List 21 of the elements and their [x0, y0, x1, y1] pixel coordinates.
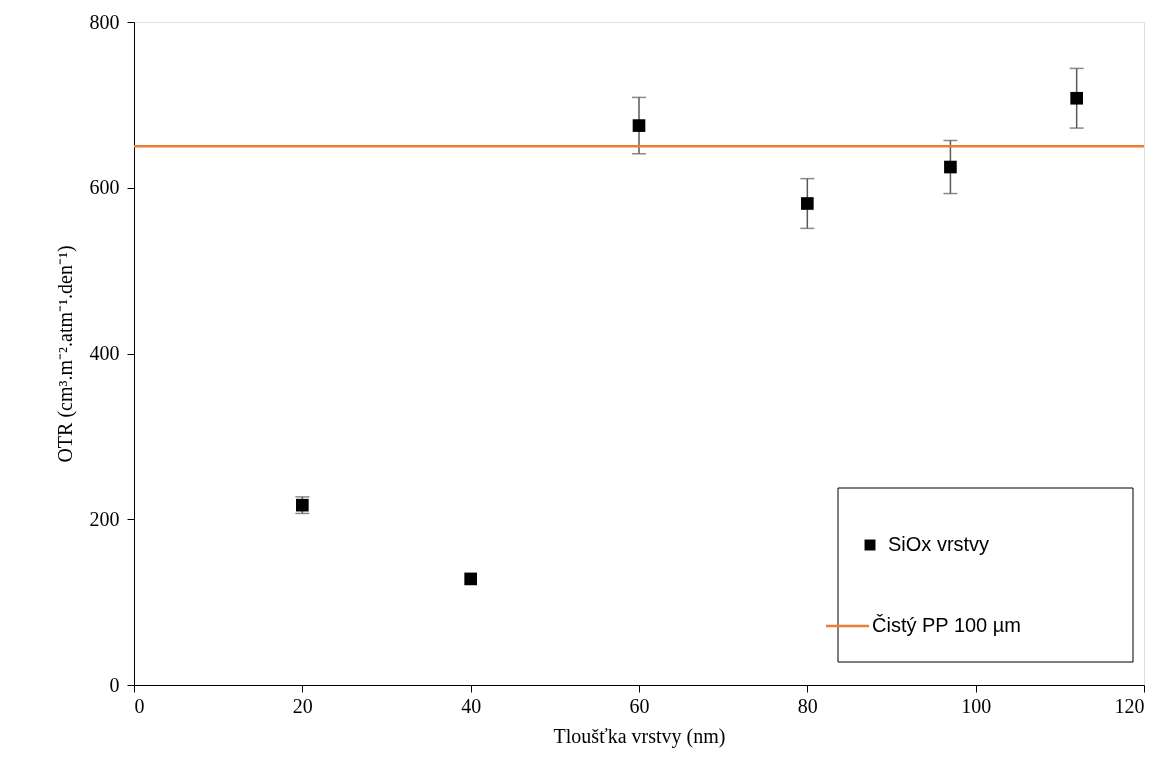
x-axis-title: Tloušťka vrstvy (nm) — [553, 724, 726, 748]
y-tick-label: 0 — [109, 673, 120, 696]
y-tick-label: 200 — [89, 507, 120, 530]
y-axis-title: OTR (cm³.m⁻².atm⁻¹.den⁻¹) — [53, 245, 77, 463]
x-tick-label: 120 — [1114, 694, 1145, 717]
point — [632, 119, 646, 132]
point — [801, 197, 814, 210]
y-tick-label: 600 — [89, 176, 120, 199]
point — [464, 572, 477, 586]
y-tick-label: 400 — [89, 342, 120, 364]
x-tick-label: 60 — [629, 694, 650, 717]
point — [1070, 91, 1083, 105]
x-tick-label: 20 — [292, 694, 313, 717]
legend-label: SiOx vrstvy — [888, 533, 990, 555]
x-tick-label: 0 — [134, 694, 145, 717]
point — [944, 160, 957, 174]
x-tick-label: 40 — [461, 694, 482, 717]
legend-label: Čistý PP 100 µm — [872, 614, 1021, 636]
x-tick-label: 100 — [961, 694, 992, 717]
y-tick-label: 800 — [89, 10, 120, 33]
x-tick-label: 80 — [797, 694, 818, 717]
